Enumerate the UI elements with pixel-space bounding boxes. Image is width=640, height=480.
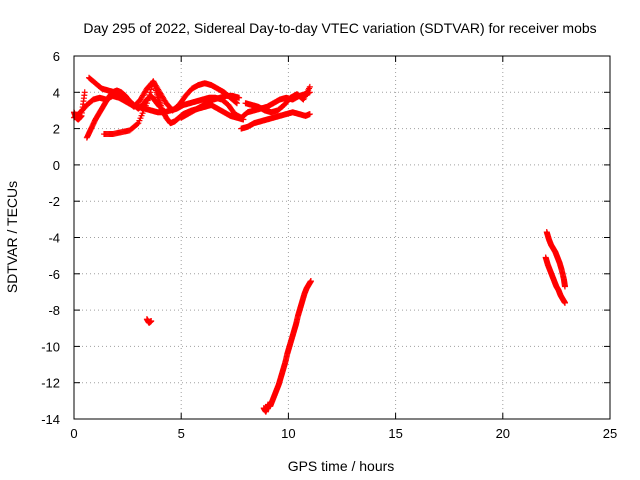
y-tick-label: -6 — [48, 267, 60, 282]
series-track-f — [178, 92, 243, 121]
x-tick-labels: 0 5 10 15 20 25 — [70, 426, 617, 441]
x-tick-label: 5 — [178, 426, 185, 441]
series-track-i — [143, 316, 155, 326]
series-track-e — [238, 109, 313, 132]
data-points — [71, 74, 568, 415]
data-point — [147, 86, 154, 93]
grid-lines — [74, 56, 610, 419]
y-tick-label: 4 — [53, 85, 60, 100]
data-point — [307, 278, 314, 285]
series-track-g — [242, 83, 313, 116]
data-point — [147, 89, 154, 96]
plot-frame — [73, 55, 611, 420]
data-point — [306, 111, 313, 118]
y-axis-label: SDTVAR / TECUs — [4, 181, 20, 293]
y-tick-label: -8 — [48, 303, 60, 318]
data-point — [236, 94, 243, 101]
data-point — [240, 116, 247, 123]
x-tick-label: 10 — [281, 426, 295, 441]
y-tick-label: 6 — [53, 49, 60, 64]
y-tick-label: -4 — [48, 231, 60, 246]
chart-title: Day 295 of 2022, Sidereal Day-to-day VTE… — [83, 20, 596, 36]
x-tick-label: 20 — [496, 426, 510, 441]
y-tick-labels: -14 -12 -10 -8 -6 -4 -2 0 2 4 6 — [41, 49, 60, 427]
data-point — [143, 100, 150, 107]
data-point — [233, 99, 240, 106]
data-point — [134, 121, 141, 128]
data-point — [145, 94, 152, 101]
data-point — [148, 317, 155, 324]
x-tick-label: 0 — [70, 426, 77, 441]
data-point — [81, 89, 88, 96]
y-tick-label: -2 — [48, 194, 60, 209]
series-track-h — [71, 89, 88, 123]
series-track-k — [543, 229, 568, 290]
series-track-j — [260, 278, 314, 415]
series-track-l — [542, 254, 568, 306]
y-tick-label: -14 — [41, 412, 60, 427]
data-point — [233, 100, 240, 107]
x-tick-label: 25 — [603, 426, 617, 441]
y-tick-label: -12 — [41, 376, 60, 391]
x-axis-label: GPS time / hours — [288, 458, 395, 474]
data-point — [146, 92, 153, 99]
data-point — [561, 283, 568, 290]
y-tick-label: 2 — [53, 122, 60, 137]
data-point — [144, 97, 151, 104]
y-tick-label: 0 — [53, 158, 60, 173]
data-point — [561, 299, 568, 306]
y-tick-label: -10 — [41, 339, 60, 354]
x-tick-label: 15 — [388, 426, 402, 441]
data-point — [306, 83, 313, 90]
